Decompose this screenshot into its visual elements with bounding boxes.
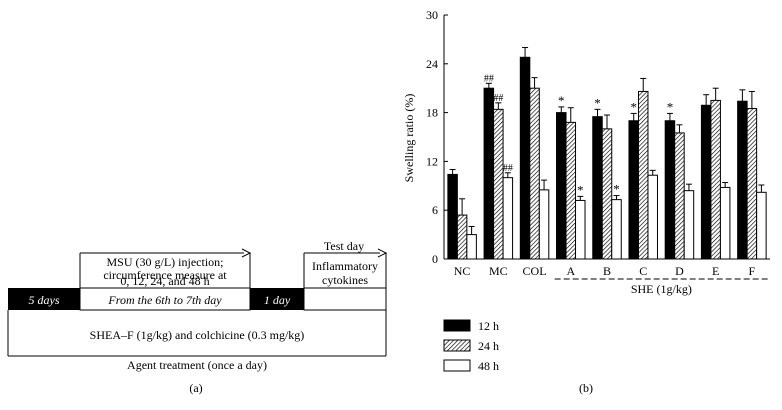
- bar-12h-E: [700, 104, 712, 260]
- segment-5-days-label: 5 days: [29, 293, 60, 307]
- segment-5-days: [8, 288, 80, 310]
- y-tick-label: 6: [432, 203, 438, 217]
- x-tick-label: E: [712, 264, 719, 278]
- bar-48h-MC: [502, 177, 514, 260]
- bar-12h-F: [737, 100, 748, 260]
- y-tick-label: 12: [426, 154, 438, 168]
- bar-24h-C: [637, 90, 649, 260]
- segment-test-day: [303, 287, 387, 311]
- msu-note-line-3: 0, 12, 24, and 48 h: [120, 274, 209, 288]
- test-day-label: Test day: [324, 239, 364, 253]
- y-axis-label: Swelling ratio (%): [402, 94, 416, 183]
- x-tick-label: NC: [454, 264, 471, 278]
- x-tick-label: C: [639, 264, 647, 278]
- bar-24h-D: [674, 132, 685, 260]
- significance-mark: ##: [493, 93, 503, 104]
- bar-12h-D: [664, 120, 676, 260]
- chart-layer: 0 6 12 18 24 30 NC MC ## ## ## COL A * * B * * C * D * E F SHE (…: [426, 8, 770, 373]
- significance-mark: *: [630, 99, 637, 114]
- bar-48h-E: [719, 186, 731, 260]
- panel-a-label: (a): [189, 381, 202, 395]
- bar-12h-C: [628, 120, 639, 260]
- bar-48h-C: [647, 174, 658, 260]
- bar-24h-MC: [493, 108, 504, 260]
- arrow-right-icon: [377, 248, 388, 258]
- x-tick-label: COL: [523, 264, 547, 278]
- significance-mark: *: [558, 93, 565, 108]
- x-tick-label: D: [675, 264, 684, 278]
- legend-label: 48 h: [478, 359, 499, 373]
- bar-48h-NC: [466, 234, 477, 260]
- bar-48h-D: [683, 190, 695, 260]
- legend-swatch-24h: [443, 339, 471, 352]
- treatment-label: SHEA–F (1g/kg) and colchicine (0.3 mg/kg…: [90, 328, 305, 342]
- legend-swatch-12h: [443, 319, 471, 332]
- x-tick-label: F: [749, 264, 756, 278]
- y-tick-label: 30: [426, 8, 438, 22]
- legend-label: 12 h: [478, 319, 499, 333]
- bar-48h-A: [575, 199, 586, 260]
- bar-12h-B: [592, 116, 603, 260]
- bar-12h-MC: [483, 87, 495, 260]
- agent-treatment-box: [7, 310, 387, 357]
- significance-mark: ##: [484, 73, 494, 84]
- test-note-line-1: Inflammatory: [312, 259, 378, 273]
- x-tick-label: MC: [489, 264, 508, 278]
- legend-swatch-48h: [443, 359, 471, 372]
- bar-24h-COL: [529, 87, 540, 260]
- y-tick-label: 24: [426, 57, 438, 71]
- bar-48h-COL: [538, 189, 550, 260]
- agent-treatment-label: Agent treatment (once a day): [127, 358, 267, 372]
- arrow-right-icon: [241, 248, 252, 258]
- significance-mark: *: [577, 182, 584, 197]
- significance-mark: *: [594, 95, 601, 110]
- she-group-label: SHE (1g/kg): [631, 282, 692, 296]
- bar-chart: Swelling ratio (%) 0 6 12 18 24 30 NC MC ## ## ## C…: [402, 8, 770, 395]
- msu-note-line-2: circumference measure at: [103, 268, 227, 282]
- timeline-panel: 5 days From the 6th to 7th day 1 day MSU…: [7, 239, 388, 395]
- x-tick-label: B: [603, 264, 611, 278]
- msu-injection-bracket: [79, 248, 252, 288]
- panel-b-label: (b): [579, 381, 593, 395]
- bar-24h-A: [565, 121, 577, 260]
- segment-1-day: [250, 288, 304, 310]
- test-note-line-2: cytokines: [322, 273, 368, 287]
- bar-24h-E: [710, 99, 721, 260]
- bar-12h-A: [556, 112, 567, 260]
- bar-24h-NC: [456, 214, 468, 260]
- bar-48h-F: [756, 191, 767, 260]
- significance-mark: ##: [503, 163, 513, 174]
- bar-24h-F: [746, 108, 758, 260]
- bar-12h-NC: [447, 173, 458, 260]
- segment-6th-7th-day-label: From the 6th to 7th day: [107, 293, 222, 307]
- bar-24h-B: [601, 128, 613, 260]
- y-tick-label: 18: [426, 106, 438, 120]
- significance-mark: *: [667, 99, 674, 114]
- bar-48h-B: [611, 199, 622, 260]
- msu-note-line-1: MSU (30 g/L) injection;: [107, 255, 224, 269]
- legend-label: 24 h: [478, 339, 499, 353]
- test-day-bracket: [303, 248, 388, 288]
- bar-12h-COL: [519, 56, 531, 260]
- significance-mark: *: [613, 182, 620, 197]
- segment-1-day-label: 1 day: [264, 293, 291, 307]
- x-tick-label: A: [566, 264, 575, 278]
- y-tick-label: 0: [432, 252, 438, 266]
